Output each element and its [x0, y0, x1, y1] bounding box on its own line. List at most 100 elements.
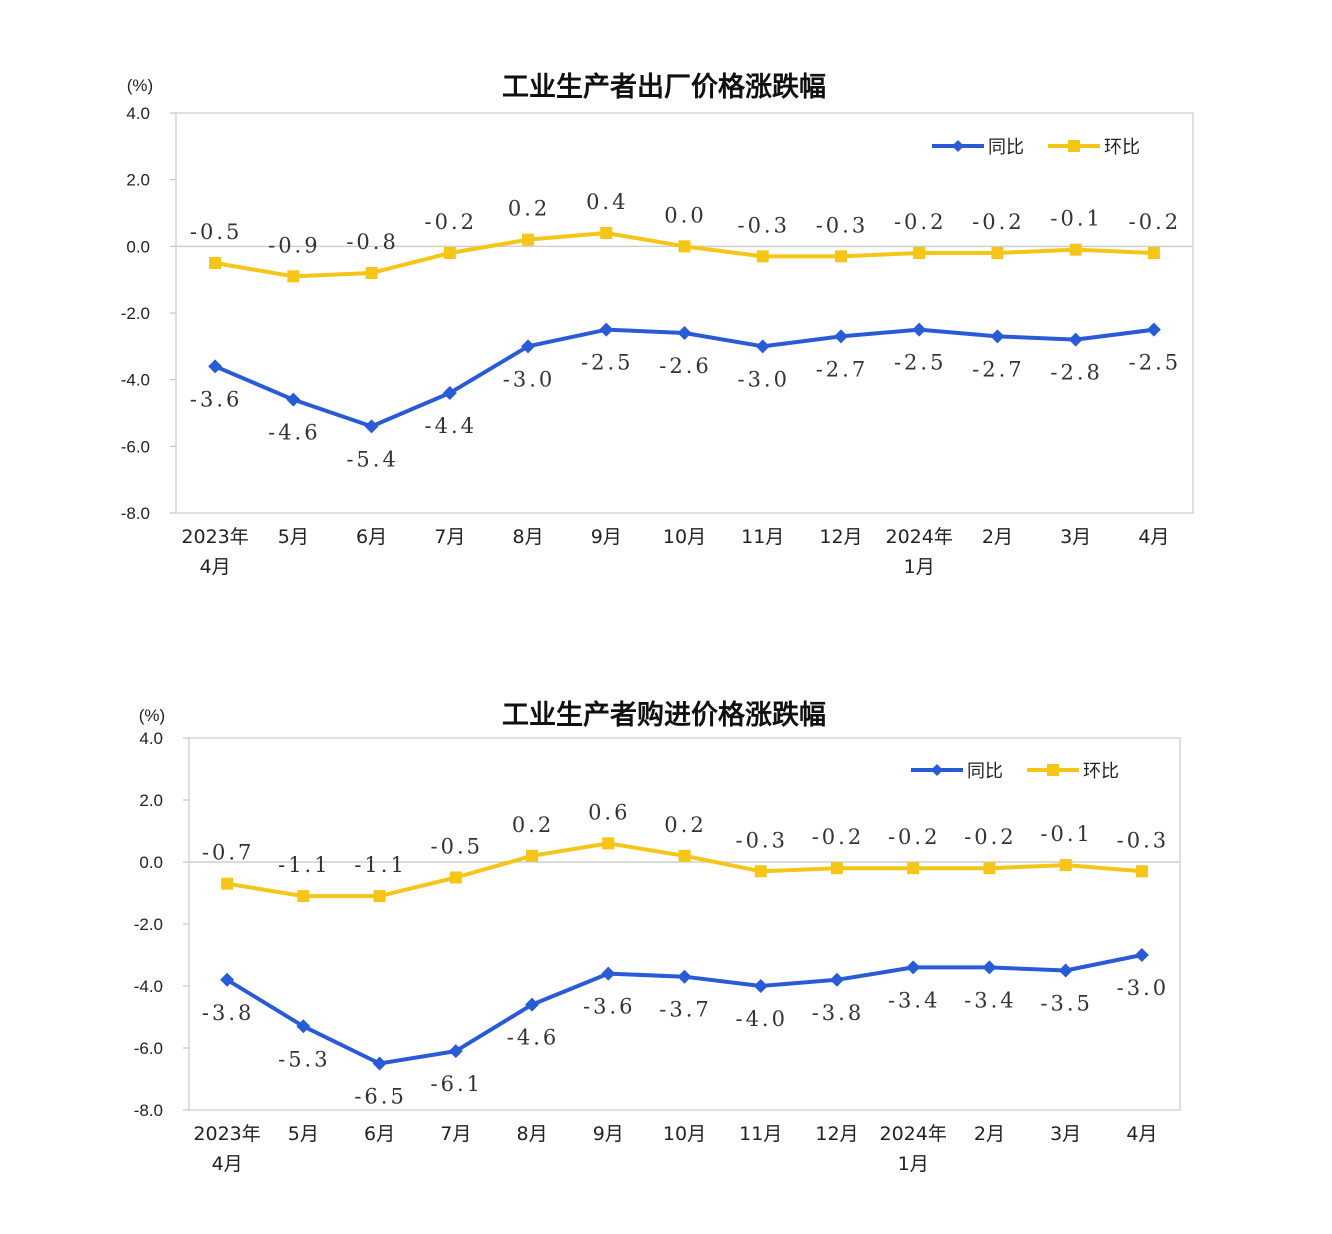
data-point-yoy	[1134, 948, 1149, 962]
x-tick-label: 4月	[1126, 1123, 1157, 1145]
data-point-yoy	[208, 359, 223, 374]
legend-label: 环比	[1083, 761, 1119, 782]
data-point-mom	[834, 250, 847, 263]
data-label-mom: -0.3	[735, 828, 788, 852]
data-point-yoy	[1068, 332, 1083, 347]
data-point-mom	[830, 862, 843, 875]
x-tick-label: 5月	[278, 526, 309, 548]
y-tick-label: 0.0	[126, 237, 150, 256]
x-tick-label: 2024年	[886, 526, 953, 548]
data-label-yoy: -3.8	[202, 1001, 255, 1025]
data-label-yoy: -2.7	[972, 357, 1025, 381]
data-point-mom	[522, 233, 535, 246]
x-tick-label: 7月	[434, 526, 465, 548]
data-point-mom	[754, 865, 767, 878]
x-tick-label: 6月	[364, 1123, 395, 1145]
x-tick-label: 3月	[1050, 1123, 1081, 1145]
data-point-mom	[1147, 247, 1160, 259]
x-tick-label: 7月	[440, 1123, 471, 1145]
data-point-mom	[602, 837, 615, 850]
data-point-yoy	[220, 972, 235, 987]
x-tick-label: 2023年	[181, 526, 248, 548]
legend-label: 环比	[1104, 137, 1140, 158]
y-tick-label: -4.0	[121, 371, 150, 390]
data-point-mom	[1069, 243, 1082, 256]
data-point-yoy	[982, 960, 997, 975]
data-label-mom: 0.6	[588, 800, 630, 824]
data-point-mom	[678, 849, 691, 862]
y-tick-label: 2.0	[126, 171, 150, 190]
legend-label: 同比	[988, 137, 1024, 158]
data-label-mom: 0.2	[512, 813, 554, 837]
chart-title: 工业生产者出厂价格涨跌幅	[502, 72, 826, 103]
data-label-yoy: -2.8	[1050, 361, 1103, 385]
data-label-mom: 0.2	[664, 813, 706, 837]
data-point-yoy	[906, 960, 921, 975]
data-label-mom: -0.5	[431, 835, 484, 859]
data-label-yoy: -4.6	[507, 1026, 560, 1050]
data-label-yoy: -5.3	[278, 1047, 331, 1071]
data-point-mom	[983, 862, 996, 875]
data-label-mom: -0.2	[812, 825, 865, 849]
chart-svg: 工业生产者购进价格涨跌幅 (%) 4.0 2.0 0.0 -2.0 -4.0 -6.0 -8…	[134, 700, 1181, 1175]
x-tick-label: 4月	[212, 1153, 243, 1175]
x-tick-label: 6月	[356, 526, 387, 548]
data-label-yoy: -4.4	[425, 414, 478, 438]
y-tick-label: 4.0	[126, 104, 150, 123]
y-tick-label: 2.0	[139, 791, 163, 810]
data-label-mom: -0.2	[894, 210, 947, 234]
data-label-mom: -0.8	[346, 230, 399, 254]
data-label-yoy: -3.6	[583, 995, 636, 1019]
data-point-yoy	[286, 392, 301, 407]
data-point-mom	[209, 257, 222, 269]
data-point-mom	[449, 871, 462, 884]
data-point-yoy	[1146, 322, 1161, 337]
data-label-mom: -0.3	[1117, 828, 1170, 852]
data-label-mom: 0.4	[586, 190, 628, 214]
data-label-mom: -0.9	[268, 233, 321, 257]
x-tick-label: 12月	[819, 526, 862, 548]
data-label-mom: -0.3	[816, 213, 869, 237]
y-tick-label: -4.0	[134, 977, 163, 996]
data-point-mom	[600, 227, 613, 239]
data-label-yoy: -2.5	[1129, 351, 1182, 375]
ppi-output-price-chart: 工业生产者出厂价格涨跌幅 (%) 4.0 2.0 0.0 -2.0 -4.0 -6.0 -8…	[0, 0, 1332, 600]
data-point-mom	[1135, 865, 1148, 878]
data-label-yoy: -3.0	[737, 367, 790, 391]
data-label-yoy: -4.6	[268, 421, 321, 445]
x-tick-label: 3月	[1060, 526, 1091, 548]
data-point-mom	[1059, 859, 1072, 872]
data-label-mom: -0.3	[737, 213, 790, 237]
plot-area	[175, 112, 1194, 514]
y-tick-label: -2.0	[134, 915, 163, 934]
x-tick-label: 11月	[739, 1123, 782, 1145]
data-label-yoy: -3.0	[503, 367, 556, 391]
chart-svg: 工业生产者出厂价格涨跌幅 (%) 4.0 2.0 0.0 -2.0 -4.0 -6.0 -8…	[121, 72, 1194, 578]
data-point-yoy	[525, 997, 540, 1012]
data-point-mom	[297, 890, 310, 903]
data-point-yoy	[601, 966, 616, 981]
data-point-yoy	[755, 339, 770, 354]
data-label-yoy: -3.6	[190, 387, 243, 411]
data-label-mom: -0.2	[972, 210, 1025, 234]
x-tick-label: 2月	[974, 1123, 1005, 1145]
data-label-mom: 0.2	[508, 197, 550, 221]
data-label-mom: -0.1	[1050, 207, 1103, 231]
legend-label: 同比	[967, 761, 1003, 782]
y-unit-label: (%)	[127, 76, 153, 95]
data-point-yoy	[677, 969, 692, 984]
legend-marker	[952, 140, 964, 152]
data-point-mom	[907, 862, 920, 875]
data-point-yoy	[599, 322, 614, 337]
data-point-mom	[365, 267, 378, 279]
data-label-yoy: -6.5	[354, 1085, 407, 1109]
x-tick-label: 10月	[663, 1123, 706, 1145]
data-point-yoy	[442, 386, 457, 400]
data-label-yoy: -6.1	[431, 1072, 484, 1096]
data-label-mom: -0.1	[1040, 822, 1093, 846]
x-tick-label: 1月	[898, 1153, 929, 1175]
data-label-mom: 0.0	[664, 203, 706, 227]
data-label-mom: -0.2	[964, 825, 1017, 849]
x-tick-label: 12月	[815, 1123, 858, 1145]
chart-title: 工业生产者购进价格涨跌幅	[502, 700, 826, 731]
